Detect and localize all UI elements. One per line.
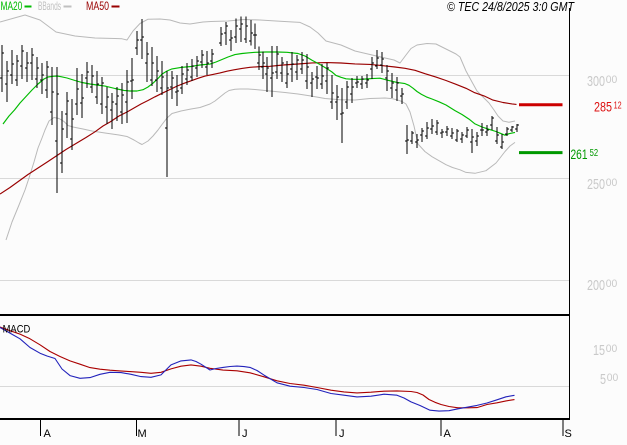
svg-text:15: 15 (593, 342, 605, 359)
svg-text:BBands: BBands (38, 0, 61, 13)
svg-text:MA50: MA50 (86, 0, 109, 13)
svg-text:00: 00 (606, 74, 618, 86)
svg-text:5: 5 (600, 371, 606, 388)
svg-text:300: 300 (587, 73, 605, 90)
svg-text:M: M (138, 428, 147, 440)
svg-text:S: S (565, 428, 572, 440)
svg-text:261: 261 (571, 146, 588, 162)
svg-text:A: A (444, 428, 452, 440)
svg-text:00: 00 (606, 343, 618, 355)
svg-text:A: A (44, 428, 52, 440)
svg-text:52: 52 (590, 148, 599, 159)
svg-text:J: J (242, 428, 248, 440)
svg-text:00: 00 (606, 177, 618, 189)
svg-text:© TEC 24/8/2025 3:0 GMT: © TEC 24/8/2025 3:0 GMT (447, 0, 575, 14)
svg-text:285: 285 (594, 98, 612, 114)
svg-text:MACD: MACD (3, 323, 31, 335)
svg-text:12: 12 (614, 101, 622, 112)
svg-text:00: 00 (607, 372, 619, 384)
svg-text:J: J (339, 428, 345, 440)
svg-text:MA20: MA20 (1, 0, 23, 13)
svg-text:200: 200 (587, 277, 605, 294)
svg-text:250: 250 (587, 176, 605, 193)
svg-text:00: 00 (606, 278, 618, 290)
